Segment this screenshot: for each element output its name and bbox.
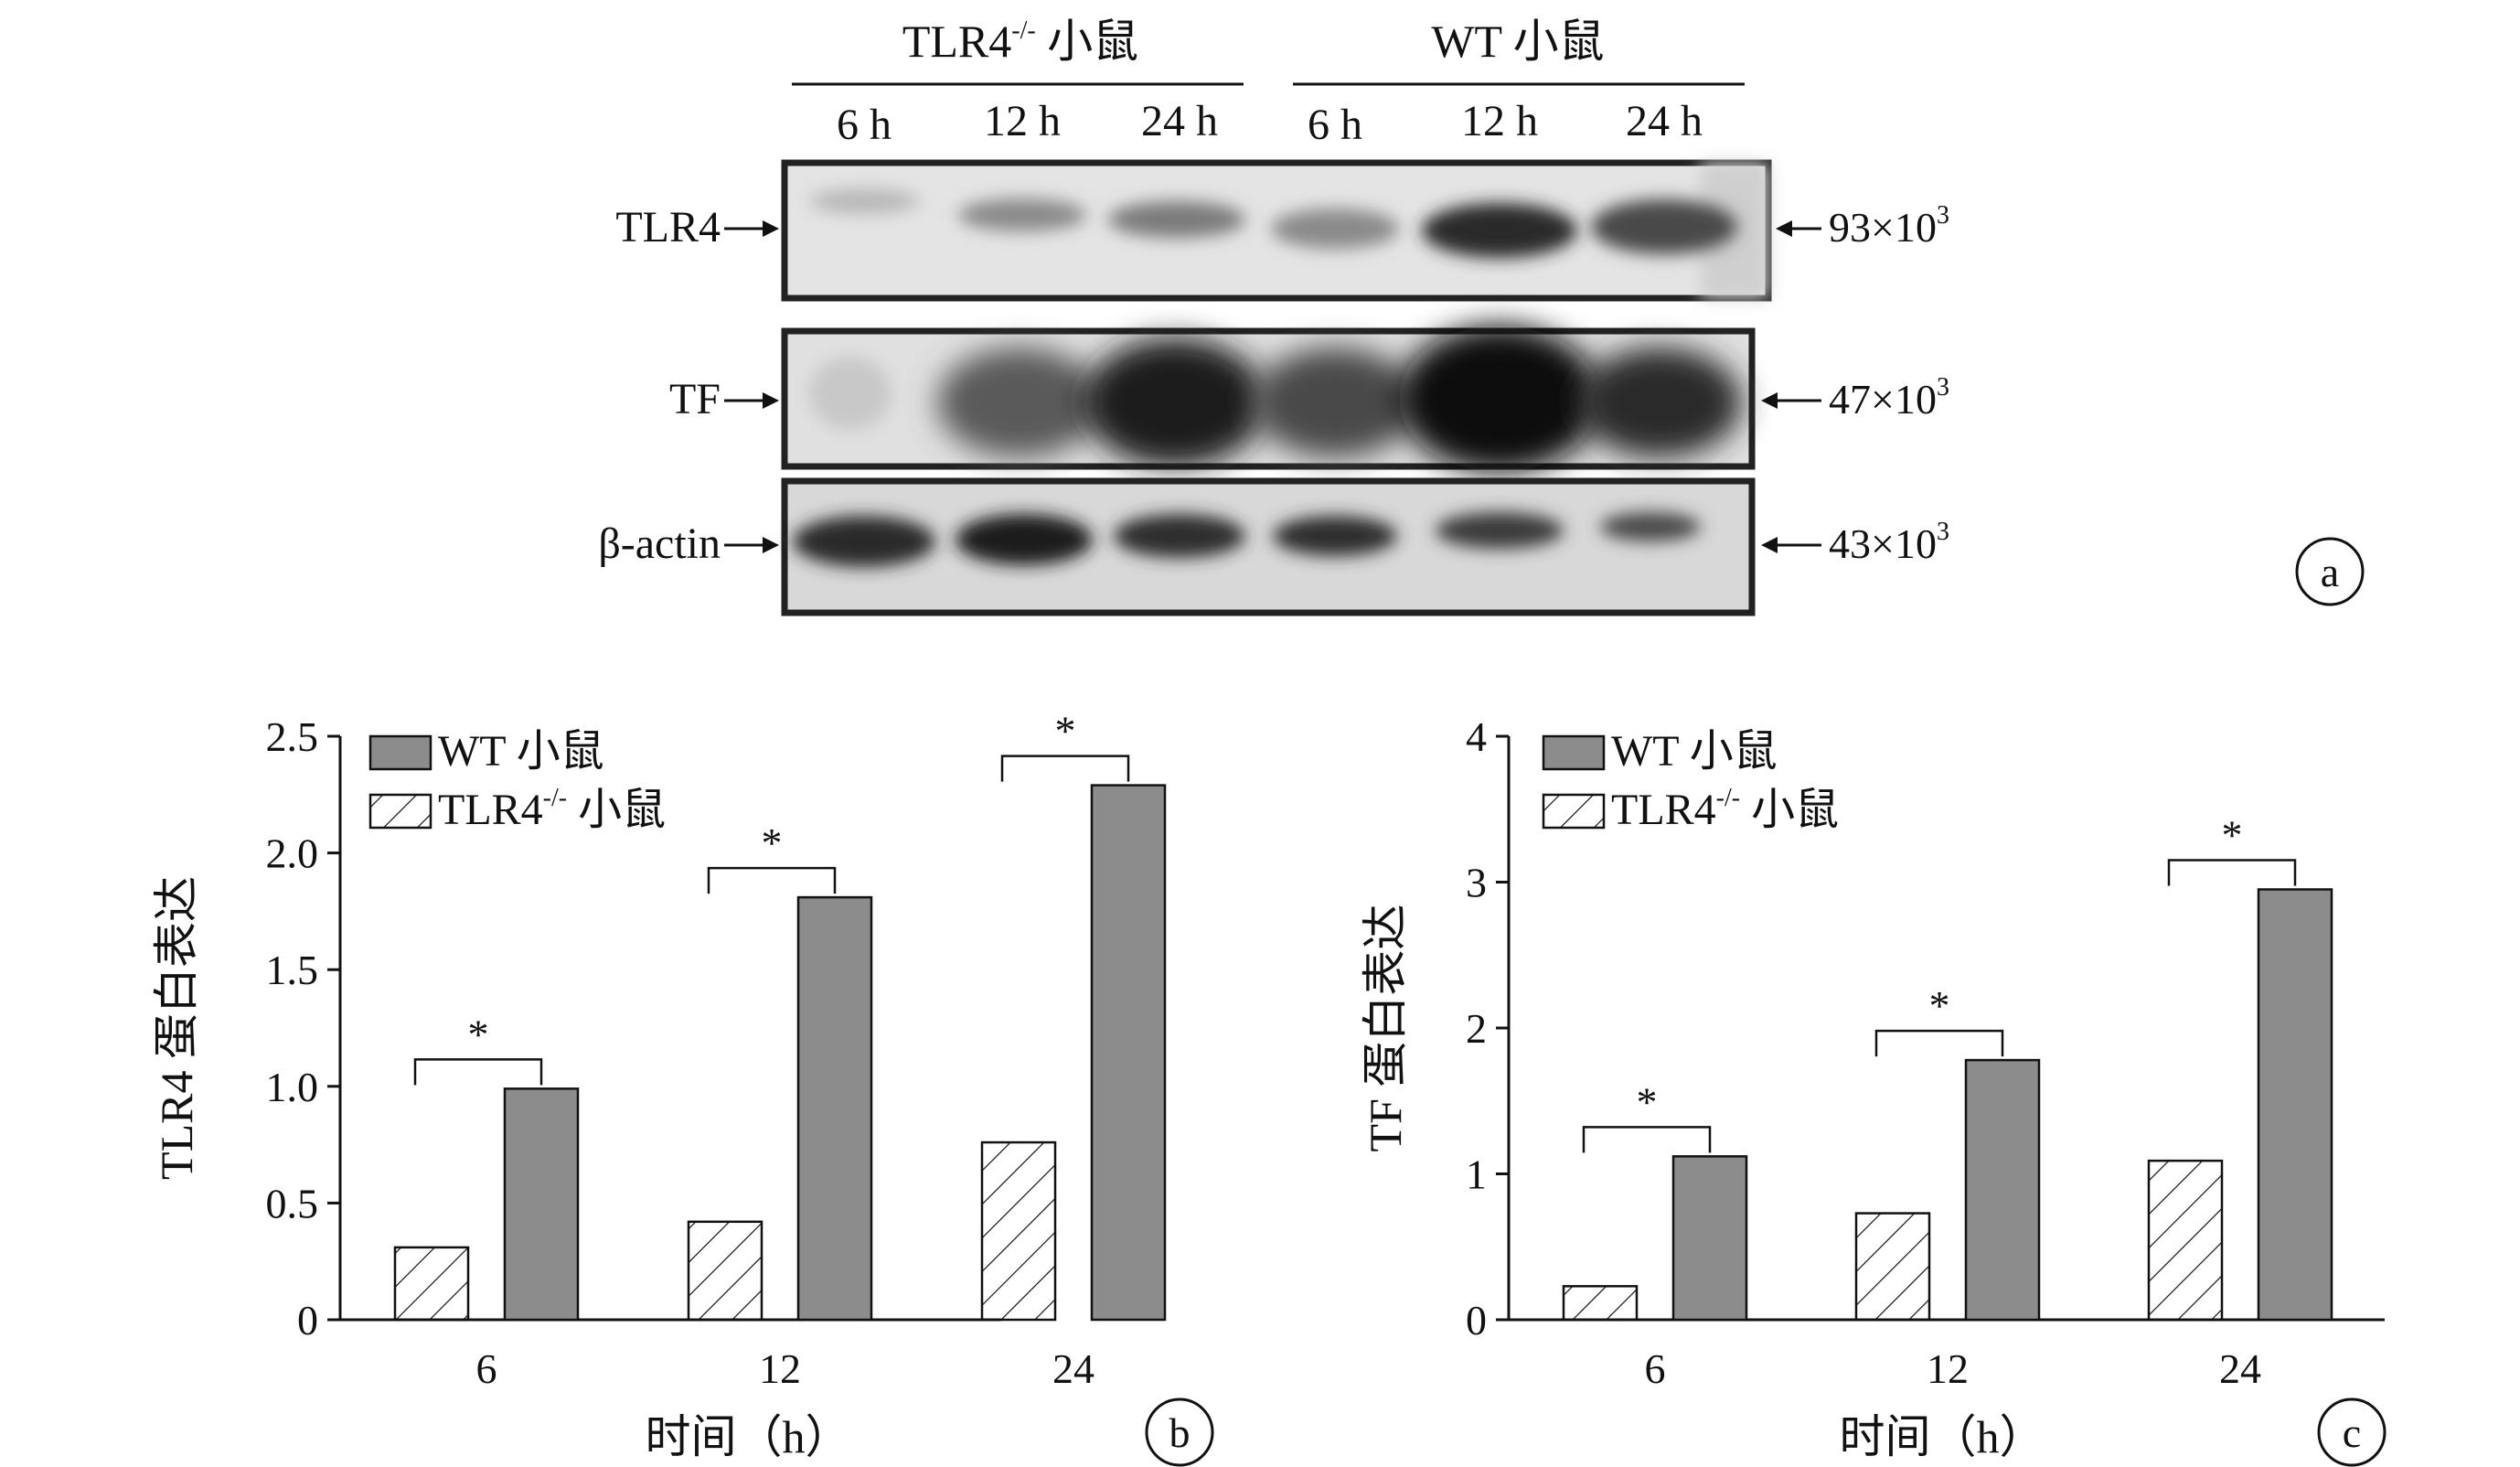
bar-wt — [796, 895, 873, 1322]
significance-star: * — [468, 1011, 489, 1057]
significance-star: * — [1055, 708, 1076, 755]
significance-star: * — [762, 819, 783, 866]
blot-strip-tf — [781, 326, 1756, 472]
bar-wt — [1090, 784, 1167, 1322]
legend: WT 小鼠 TLR4-/- 小鼠 — [368, 727, 666, 834]
svg-text:47×103: 47×103 — [1829, 373, 1949, 423]
bar-tlr4-ko — [687, 1220, 763, 1322]
legend-swatch-tlr4-ko — [368, 793, 432, 830]
legend-label-tlr4-ko: TLR4-/- 小鼠 — [438, 784, 666, 834]
mw-label-beta-actin: 43×103 — [1761, 518, 1949, 567]
svg-text:43×103: 43×103 — [1829, 518, 1949, 567]
lane-label: 6 h — [837, 101, 892, 149]
group-label-wt: WT 小鼠 — [1431, 16, 1604, 67]
row-label-tlr4: TLR4 — [615, 203, 779, 252]
lane-label: 12 h — [984, 97, 1061, 145]
x-tick-label: 24 — [1052, 1345, 1094, 1392]
significance-bracket — [1000, 755, 1130, 782]
x-tick-label: 6 — [476, 1345, 497, 1392]
lane-label: 24 h — [1626, 97, 1703, 145]
row-label-tf: TF — [669, 375, 779, 423]
bar-wt — [1964, 1058, 2041, 1322]
y-tick-label: 1 — [1466, 1151, 1487, 1198]
y-axis-title: TLR4 蛋白表达 — [151, 876, 202, 1180]
significance-bracket — [413, 1058, 543, 1086]
legend-swatch-wt — [1542, 734, 1606, 771]
legend-swatch-tlr4-ko — [1542, 793, 1606, 830]
lane-label: 24 h — [1141, 97, 1218, 145]
significance-star: * — [1637, 1078, 1658, 1125]
western-blot-panel: TLR4-/- 小鼠 WT 小鼠 6 h 12 h 24 h 6 h 12 h 24 h — [598, 16, 2365, 616]
svg-text:93×103: 93×103 — [1829, 201, 1949, 251]
bar-tlr4-ko — [2147, 1159, 2224, 1322]
svg-text:b: b — [1169, 1409, 1191, 1456]
svg-text:a: a — [2321, 549, 2339, 595]
svg-text:TF: TF — [669, 375, 721, 423]
svg-text:β-actin: β-actin — [598, 519, 721, 568]
legend-swatch-wt — [368, 734, 432, 771]
mw-label-tlr4: 93×103 — [1776, 201, 1949, 251]
panel-label-c: c — [2317, 1397, 2387, 1467]
mw-label-tf: 47×103 — [1761, 373, 1949, 423]
significance-bracket — [2167, 859, 2297, 886]
y-tick-label: 2.0 — [266, 830, 319, 877]
bar-wt — [2257, 888, 2333, 1322]
legend-label-wt: WT 小鼠 — [438, 727, 604, 776]
x-tick-label: 24 — [2219, 1345, 2261, 1392]
legend: WT 小鼠 TLR4-/- 小鼠 — [1542, 727, 1839, 834]
significance-bracket — [1874, 1029, 2004, 1057]
y-tick-label: 4 — [1466, 713, 1487, 760]
lane-labels: 6 h 12 h 24 h 6 h 12 h 24 h — [837, 97, 1703, 149]
group-label-tlr4-ko: TLR4-/- 小鼠 — [902, 16, 1138, 67]
blot-strip-beta-actin — [781, 477, 1756, 616]
blot-strip-tlr4 — [781, 159, 1772, 302]
significance-star: * — [2222, 811, 2243, 858]
lane-label: 6 h — [1308, 101, 1362, 149]
significance-bracket — [707, 866, 837, 894]
x-tick-label: 12 — [1927, 1345, 1969, 1392]
bar-tlr4-ko — [980, 1140, 1057, 1322]
bar-tlr4-ko — [1562, 1285, 1639, 1322]
x-axis-title: 时间（h） — [646, 1411, 851, 1462]
y-tick-label: 2.5 — [266, 713, 319, 760]
x-tick-label: 12 — [759, 1345, 801, 1392]
x-tick-label: 6 — [1645, 1345, 1666, 1392]
significance-star: * — [1929, 982, 1950, 1029]
y-tick-label: 3 — [1466, 860, 1487, 906]
y-tick-label: 0.5 — [266, 1180, 319, 1226]
panel-label-a: a — [2295, 537, 2365, 606]
row-label-beta-actin: β-actin — [598, 519, 779, 568]
y-tick-label: 2 — [1466, 1005, 1487, 1052]
lane-label: 12 h — [1461, 97, 1538, 145]
y-tick-label: 0 — [297, 1297, 318, 1344]
bar-wt — [1671, 1155, 1748, 1322]
bar-tlr4-ko — [393, 1246, 470, 1322]
svg-text:c: c — [2343, 1409, 2361, 1456]
y-tick-label: 1.0 — [266, 1064, 319, 1110]
y-tick-label: 1.5 — [266, 947, 319, 993]
legend-label-tlr4-ko: TLR4-/- 小鼠 — [1611, 784, 1839, 834]
legend-label-wt: WT 小鼠 — [1611, 727, 1778, 776]
bar-wt — [503, 1087, 580, 1322]
svg-text:TLR4: TLR4 — [615, 203, 721, 252]
bar-tlr4-ko — [1854, 1212, 1931, 1322]
y-axis-title: TF 蛋白表达 — [1360, 905, 1411, 1152]
significance-bracket — [1582, 1126, 1712, 1153]
x-axis-title: 时间（h） — [1840, 1411, 2045, 1462]
panel-label-b: b — [1145, 1397, 1214, 1467]
y-tick-label: 0 — [1466, 1297, 1487, 1344]
